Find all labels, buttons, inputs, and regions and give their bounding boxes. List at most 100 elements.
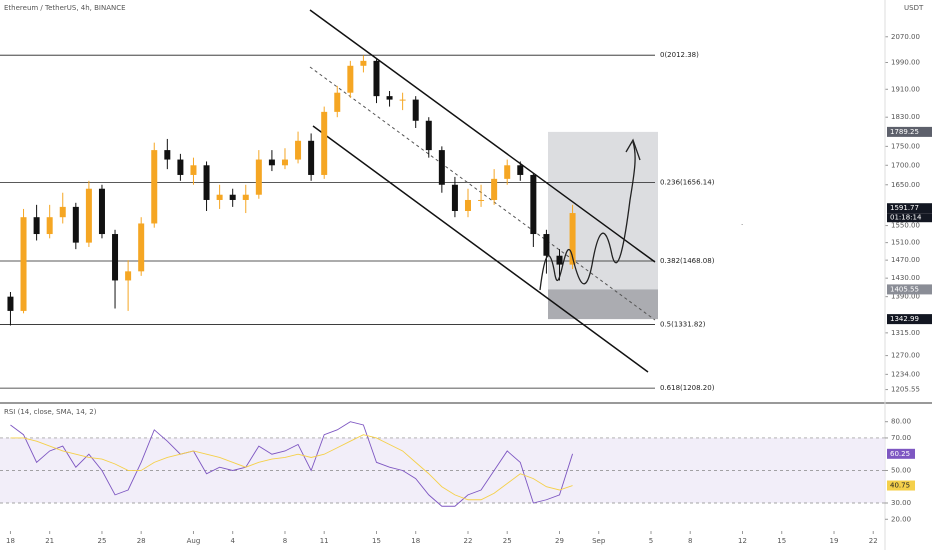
candle-body [504,165,511,179]
candle-body [412,99,419,121]
x-tick-label: 22 [464,537,473,545]
support-zone [548,289,658,320]
x-tick-label: 29 [555,537,564,545]
rsi-band [0,437,885,504]
y-tick-label: 50.00 [891,466,911,474]
x-tick-label: 15 [372,537,381,545]
y-tick-label: 2070.00 [891,33,920,41]
candle-body [85,188,92,243]
fib-label: 0.382(1468.08) [660,257,715,265]
x-tick-label: 25 [503,537,512,545]
price-badge [887,314,932,325]
candle-body [438,150,445,185]
candle-body [373,60,380,97]
x-tick-label: Aug [187,537,201,545]
channel-mid [309,66,656,321]
rsi-title: RSI (14, close, SMA, 14, 2) [4,408,97,416]
candle-body [7,296,14,311]
price-badge-label: 1405.55 [890,285,919,293]
candle-body [295,140,302,160]
cursor: · [741,221,743,229]
price-badge-label: 1789.25 [890,128,919,136]
x-tick-label: 11 [320,537,329,545]
candle-body [255,159,262,195]
zones [548,131,658,320]
candle-body [464,199,471,211]
y-tick-label: 80.00 [891,418,911,426]
x-tick-label: Sep [592,537,606,545]
candle-body [347,65,354,93]
candle-body [386,96,393,100]
price-badge-label: 1342.99 [890,315,919,323]
candle-body [216,194,223,200]
value-badge [887,448,915,459]
y-tick-label: 1750.00 [891,142,920,150]
candle-body [543,234,550,256]
candle-body [321,111,328,175]
value-badge-label: 60.25 [890,450,910,458]
y-tick-label: 1270.00 [891,352,920,360]
candle-body [190,165,197,175]
y-tick-label: 1650.00 [891,181,920,189]
chart-title: Ethereum / TetherUS, 4h, BINANCE [4,4,126,12]
y-tick-label: 1390.00 [891,293,920,301]
y-tick-label: 1234.00 [891,370,920,378]
candle-body [569,213,576,265]
fib-label: 0.5(1331.82) [660,321,706,329]
candle-body [451,184,458,211]
y-tick-label: 1700.00 [891,161,920,169]
candle-body [242,194,249,200]
x-tick-label: 19 [830,537,839,545]
x-tick-label: 28 [137,537,146,545]
candle-body [164,150,171,160]
x-tick-label: 5 [649,537,653,545]
x-tick-label: 18 [6,537,15,545]
target-zone [548,131,658,290]
value-badge-label: 40.75 [890,482,910,490]
candle-body [425,120,432,151]
y-tick-label: 1910.00 [891,85,920,93]
candle-body [59,206,66,218]
candle-body [112,234,119,281]
candle-body [20,217,27,311]
rsi-line [10,421,573,507]
x-tick-label: 8 [688,537,692,545]
x-tick-label: 22 [869,537,878,545]
price-badge-label: 1591.77 [890,204,919,212]
y-tick-label: 1430.00 [891,274,920,282]
price-badge [887,203,932,214]
candle-body [517,165,524,175]
fib-label: 0.618(1208.20) [660,384,715,392]
candle-body [281,159,288,166]
channel-lower [312,125,649,373]
currency: USDT [904,4,924,12]
x-tick-label: 15 [777,537,786,545]
candle-body [334,92,341,112]
candle-body [125,271,132,281]
projection-path [539,141,636,291]
candle-body [203,165,210,200]
candle-body [308,140,315,175]
candle-body [46,217,53,235]
candle-body [98,188,105,235]
candle-body [268,159,275,166]
candle-body [360,60,367,66]
y-tick-label: 1315.00 [891,329,920,337]
y-tick-label: 1990.00 [891,58,920,66]
y-tick-label: 1550.00 [891,222,920,230]
x-tick-label: 18 [411,537,420,545]
y-tick-label: 70.00 [891,434,911,442]
candle-body [530,174,537,235]
y-tick-label: 1205.55 [891,386,920,394]
fib-label: 0.236(1656.14) [660,178,715,186]
candle-body [556,255,563,265]
y-tick-label: 1510.00 [891,239,920,247]
candle-body [491,178,498,200]
x-tick-label: 25 [98,537,107,545]
candle-body [229,194,236,200]
y-tick-label: 20.00 [891,515,911,523]
y-tick-label: 30.00 [891,499,911,507]
x-tick-label: 12 [738,537,747,545]
countdown-badge [887,213,932,223]
